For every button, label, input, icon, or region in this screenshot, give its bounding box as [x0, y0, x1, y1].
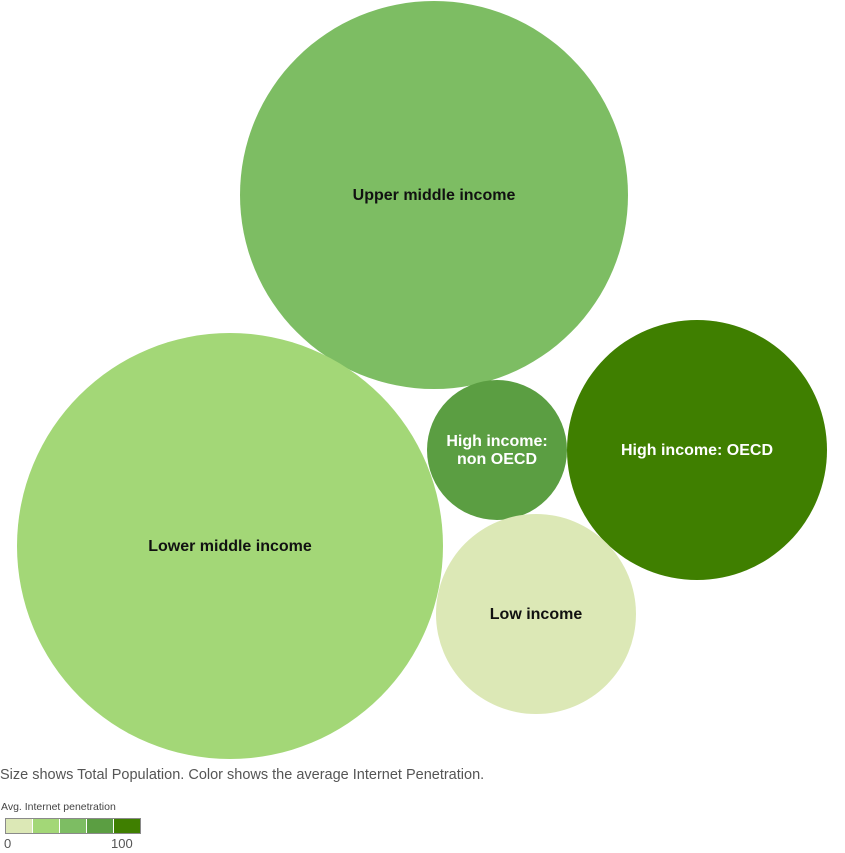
legend-swatch-5: [114, 819, 140, 833]
bubble-high-income-oecd[interactable]: [567, 320, 827, 580]
bubble-chart: Upper middle income Lower middle income Hi…: [17, 1, 827, 759]
bubble-high-income-non-oecd[interactable]: [427, 380, 567, 520]
bubble-lower-middle-income[interactable]: [17, 333, 443, 759]
bubble-low-income[interactable]: [436, 514, 636, 714]
legend-title: Avg. Internet penetration: [1, 801, 116, 813]
bubble-label-high-income-oecd: High income: OECD: [621, 442, 773, 459]
legend-color-scale: [5, 818, 141, 834]
bubble-label-high-income-non-oecd: High income: non OECD: [446, 433, 547, 468]
legend-swatch-4: [87, 819, 114, 833]
bubble-label-upper-middle-income: Upper middle income: [353, 187, 516, 204]
bubble-label-lower-middle-income: Lower middle income: [148, 538, 312, 555]
legend-swatch-3: [60, 819, 87, 833]
legend-min-label: 0: [4, 836, 12, 851]
legend-swatch-2: [33, 819, 60, 833]
bubble-upper-middle-income[interactable]: [240, 1, 628, 389]
legend-max-label: 100: [111, 836, 133, 851]
chart-caption: Size shows Total Population. Color shows…: [0, 767, 485, 783]
bubble-label-low-income: Low income: [490, 606, 583, 623]
legend-swatch-1: [6, 819, 33, 833]
